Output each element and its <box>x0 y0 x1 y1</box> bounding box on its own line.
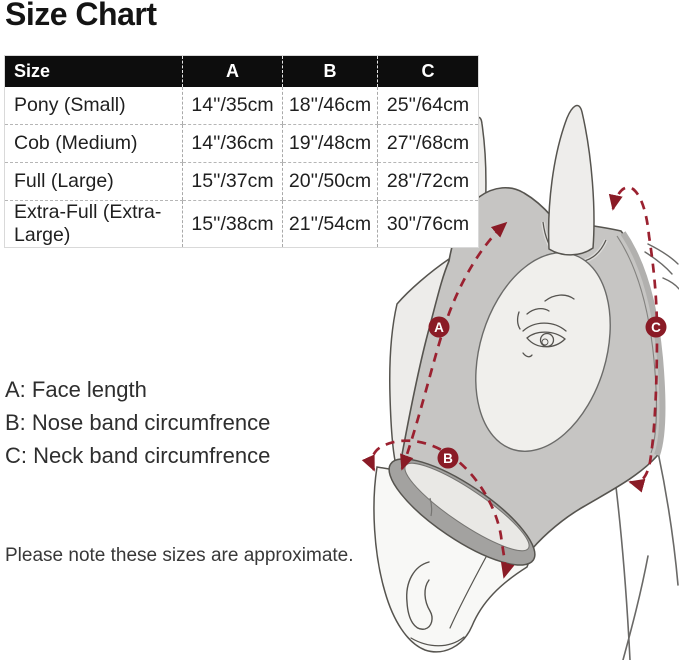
measurement-legend: A: Face length B: Nose band circumfrence… <box>5 373 270 472</box>
mouth-line <box>410 636 465 647</box>
measurement-badge-a: A <box>428 316 450 338</box>
cell-a: 15''/38cm <box>182 200 283 248</box>
legend-item-a: A: Face length <box>5 377 147 402</box>
column-header-b: B <box>282 55 378 87</box>
column-header-a: A <box>182 55 283 87</box>
table-header-row: Size A B C <box>4 55 479 87</box>
cell-b: 20''/50cm <box>282 162 378 201</box>
measurement-badge-b: B <box>437 447 459 469</box>
cell-size: Cob (Medium) <box>4 124 183 163</box>
cell-b: 18''/46cm <box>282 87 378 125</box>
cell-c: 27''/68cm <box>377 124 479 163</box>
approximate-note: Please note these sizes are approximate. <box>5 545 354 566</box>
cell-a: 14''/35cm <box>182 87 283 125</box>
legend-item-c: C: Neck band circumfrence <box>5 443 271 468</box>
table-row-extra-full: Extra-Full (Extra-Large) 15''/38cm 21''/… <box>4 200 479 248</box>
horse-neck-lines <box>615 451 679 660</box>
table-row-pony: Pony (Small) 14''/35cm 18''/46cm 25''/64… <box>4 87 479 125</box>
badge-b-label: B <box>443 451 453 466</box>
cell-c: 28''/72cm <box>377 162 479 201</box>
cell-b: 19''/48cm <box>282 124 378 163</box>
size-table: Size A B C Pony (Small) 14''/35cm 18''/4… <box>4 55 479 248</box>
mane-wisps <box>644 243 679 290</box>
cell-c: 30''/76cm <box>377 200 479 248</box>
cell-a: 14''/36cm <box>182 124 283 163</box>
legend-item-b: B: Nose band circumfrence <box>5 410 271 435</box>
cell-size: Pony (Small) <box>4 87 183 125</box>
column-header-size: Size <box>4 55 183 87</box>
badge-c-label: C <box>651 320 661 335</box>
table-row-cob: Cob (Medium) 14''/36cm 19''/48cm 27''/68… <box>4 124 479 163</box>
column-header-c: C <box>377 55 479 87</box>
measurement-arrow-c <box>608 186 659 493</box>
cell-b: 21''/54cm <box>282 200 378 248</box>
measurement-arrow-b <box>361 439 515 579</box>
cell-c: 25''/64cm <box>377 87 479 125</box>
page-title: Size Chart <box>5 0 157 32</box>
badge-a-label: A <box>434 320 444 335</box>
cell-a: 15''/37cm <box>182 162 283 201</box>
horse-ear-right-icon <box>547 104 595 256</box>
nostril-line <box>406 561 433 630</box>
cell-size: Full (Large) <box>4 162 183 201</box>
cell-size: Extra-Full (Extra-Large) <box>4 200 183 248</box>
horse-eye <box>516 294 575 358</box>
measurement-badge-c: C <box>645 316 667 338</box>
table-row-full: Full (Large) 15''/37cm 20''/50cm 28''/72… <box>4 162 479 201</box>
